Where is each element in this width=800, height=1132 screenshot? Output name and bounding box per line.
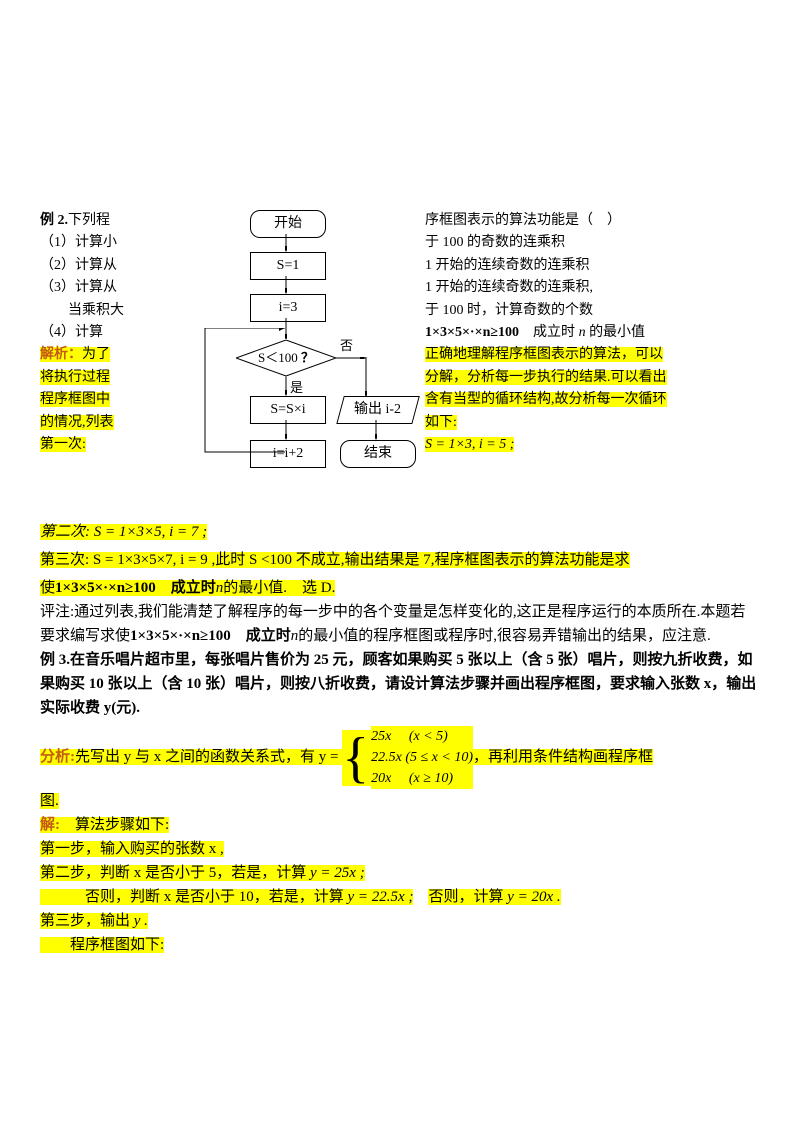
r3: 1 开始的连续奇数的连乘积 xyxy=(425,255,760,277)
h3: 含有当型的循环结构,故分析每一次循环 xyxy=(425,392,667,407)
s2d: y = 22.5x ; xyxy=(348,889,414,905)
piecewise: 25x (x < 5) 22.5x (5 ≤ x < 10) 20x (x ≥ … xyxy=(371,726,473,789)
flowchart-column: 开始 S=1 i=3 S＜100 ？ 是 否 S=S×i 输出 i-2 xyxy=(160,210,415,510)
arrow xyxy=(375,420,377,440)
use-a: 使 xyxy=(40,580,55,596)
ex2-text: 下列程 xyxy=(68,213,110,228)
r6a: 1×3×5×·×n≥100 xyxy=(425,325,519,340)
first-label: 第一次: xyxy=(40,437,86,452)
opt3b: 当乘积大 xyxy=(40,300,150,322)
solution-start: 解: 算法步骤如下: xyxy=(40,813,760,837)
ana-label: 分析: xyxy=(40,749,75,765)
analysis-block: 分析:先写出 y 与 x 之间的函数关系式，有 y = { 25x (x < 5… xyxy=(40,726,760,789)
s2e: 否则，计算 xyxy=(428,889,507,905)
r5: 于 100 时，计算奇数的个数 xyxy=(425,300,760,322)
ana-l3: 程序框图中 xyxy=(40,392,110,407)
sol-text: 算法步骤如下: xyxy=(60,817,169,833)
tu: 图. xyxy=(40,793,59,809)
h4: 如下: xyxy=(425,415,457,430)
flow-start: 开始 xyxy=(250,210,326,238)
example2-title: 例 2.下列程 xyxy=(40,210,150,232)
h2: 分解，分析每一步执行的结果.可以看出 xyxy=(425,370,667,385)
br2: 22.5x (5 ≤ x < 10) xyxy=(371,747,473,768)
s3b: y . xyxy=(134,913,148,929)
use-line: 使1×3×5×·×n≥100 成立时n的最小值. 选 D. xyxy=(40,576,760,600)
s2c: 否则，判断 x 是否小于 10，若是，计算 xyxy=(40,889,348,905)
s3a: 第三步，输出 xyxy=(40,913,134,929)
r2: 于 100 的奇数的连乘积 xyxy=(425,232,760,254)
c2: 1×3×5×·×n≥100 成立时 xyxy=(130,628,291,644)
r6d: 的最小值 xyxy=(586,325,646,340)
arrow xyxy=(365,357,367,397)
s2b: y = 25x ; xyxy=(310,865,365,881)
flowchart: 开始 S=1 i=3 S＜100 ？ 是 否 S=S×i 输出 i-2 xyxy=(160,210,415,510)
r1: 序框图表示的算法功能是（ ） xyxy=(425,210,760,232)
body-section: 第二次: S = 1×3×5, i = 7 ; 第三次: S = 1×3×5×7… xyxy=(40,520,760,957)
left-column: 例 2.下列程 （1）计算小 （2）计算从 （3）计算从 当乘积大 （4）计算 … xyxy=(40,210,150,510)
sol-label: 解: xyxy=(40,817,60,833)
h1: 正确地理解程序框图表示的算法，可以 xyxy=(425,347,663,362)
loop-arrow xyxy=(190,328,286,468)
ana-pre: 先写出 y 与 x 之间的函数关系式，有 y = xyxy=(75,749,342,765)
ana-l1: 为了 xyxy=(82,347,110,362)
s2f: y = 20x . xyxy=(507,889,560,905)
ex2-label: 例 2. xyxy=(40,213,68,228)
flow-s1: S=1 xyxy=(250,252,326,280)
r6b: 成立时 xyxy=(519,325,579,340)
use-d: 的最小值. 选 D. xyxy=(223,580,335,596)
s2-line1: 第二步，判断 x 是否小于 5，若是，计算 y = 25x ; xyxy=(40,861,760,885)
opt2: （2）计算从 xyxy=(40,255,150,277)
use-b: 1×3×5×·×n≥100 成立时 xyxy=(55,580,216,596)
flow-output: 输出 i-2 xyxy=(336,396,420,424)
opt3: （3）计算从 xyxy=(40,277,150,299)
r4: 1 开始的连续奇数的连乘积, xyxy=(425,277,760,299)
s1: 第一步，输入购买的张数 x , xyxy=(40,841,224,857)
br3: 20x (x ≥ 10) xyxy=(371,768,473,789)
ex3-label: 例 3. xyxy=(40,652,70,668)
opt1: （1）计算小 xyxy=(40,232,150,254)
s2-line2: 否则，判断 x 是否小于 10，若是，计算 y = 22.5x ; 否则，计算 … xyxy=(40,885,760,909)
arrow xyxy=(285,234,287,252)
c4: 的最小值的程序框图或程序时,很容易弄错输出的结果，应注意. xyxy=(298,628,711,644)
right-column: 序框图表示的算法功能是（ ） 于 100 的奇数的连乘积 1 开始的连续奇数的连… xyxy=(425,210,760,510)
pf: 程序框图如下: xyxy=(40,937,164,953)
step2: 第二次: S = 1×3×5, i = 7 ; xyxy=(40,524,207,540)
s2a: 第二步，判断 x 是否小于 5，若是，计算 xyxy=(40,865,310,881)
analysis-start: 解析：为了 xyxy=(40,344,150,366)
opt4: （4）计算 xyxy=(40,322,150,344)
br1: 25x (x < 5) xyxy=(371,726,473,747)
ana-l4: 的情况,列表 xyxy=(40,415,114,430)
ana-post: ，再利用条件结构画程序框 xyxy=(473,749,653,765)
upper-section: 例 2.下列程 （1）计算小 （2）计算从 （3）计算从 当乘积大 （4）计算 … xyxy=(40,210,760,510)
ana-l2: 将执行过程 xyxy=(40,370,110,385)
arrow xyxy=(336,357,366,359)
flow-end: 结束 xyxy=(340,440,416,468)
ex3-text: 在音乐唱片超市里，每张唱片售价为 25 元，顾客如果购买 5 张以上（含 5 张… xyxy=(40,652,756,716)
brace-icon: { xyxy=(342,730,371,786)
h5: S = 1×3, i = 5 ; xyxy=(425,437,514,452)
s3: 第三步，输出 y . xyxy=(40,909,760,933)
arrow xyxy=(285,276,287,294)
r6c: n xyxy=(579,325,586,340)
example3: 例 3.在音乐唱片超市里，每张唱片售价为 25 元，顾客如果购买 5 张以上（含… xyxy=(40,648,760,720)
comment: 评注:通过列表,我们能清楚了解程序的每一步中的各个变量是怎样变化的,这正是程序运… xyxy=(40,600,760,648)
r6: 1×3×5×·×n≥100 成立时 n 的最小值 xyxy=(425,322,760,344)
flow-i3: i=3 xyxy=(250,294,326,322)
analysis-label: 解析： xyxy=(40,347,82,362)
label-no: 否 xyxy=(340,336,353,357)
step3a: 第三次: S = 1×3×5×7, i = 9 ,此时 S <100 不成立,输… xyxy=(40,552,630,568)
